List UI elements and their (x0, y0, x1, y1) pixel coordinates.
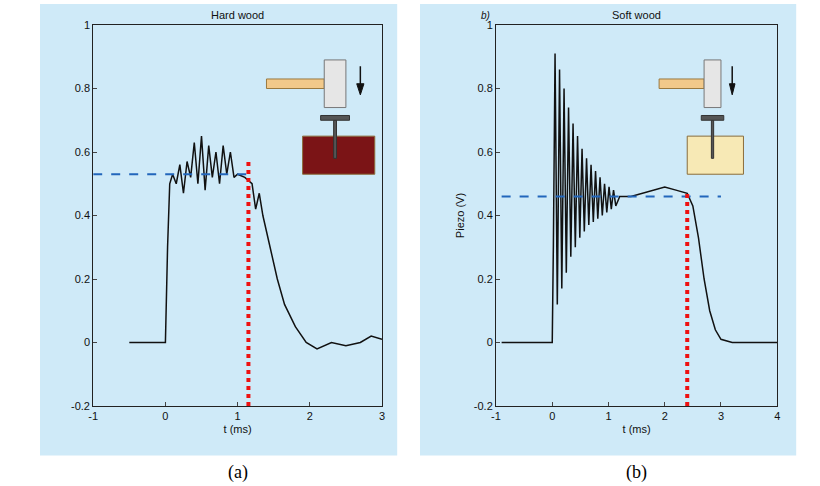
svg-text:2: 2 (662, 410, 668, 422)
svg-text:3: 3 (379, 410, 385, 422)
svg-text:-1: -1 (88, 410, 98, 422)
svg-text:Hard wood: Hard wood (211, 9, 264, 21)
svg-text:0: 0 (487, 336, 493, 348)
svg-text:-0.2: -0.2 (474, 400, 493, 412)
svg-text:t (ms): t (ms) (623, 423, 651, 435)
svg-text:t (ms): t (ms) (224, 423, 252, 435)
svg-text:2: 2 (307, 410, 313, 422)
svg-text:0: 0 (162, 410, 168, 422)
svg-text:0.2: 0.2 (75, 273, 90, 285)
svg-text:0.8: 0.8 (478, 82, 493, 94)
svg-text:Soft wood: Soft wood (612, 9, 661, 21)
svg-text:1: 1 (235, 410, 241, 422)
svg-text:1: 1 (605, 410, 611, 422)
svg-text:0.2: 0.2 (478, 273, 493, 285)
svg-text:0: 0 (84, 336, 90, 348)
svg-text:0.6: 0.6 (75, 146, 90, 158)
svg-text:0.8: 0.8 (75, 82, 90, 94)
svg-text:0.6: 0.6 (478, 146, 493, 158)
svg-text:-0.2: -0.2 (71, 400, 90, 412)
svg-text:0.4: 0.4 (75, 209, 90, 221)
svg-text:4: 4 (774, 410, 780, 422)
svg-text:1: 1 (84, 19, 90, 31)
svg-text:(b): (b) (626, 462, 647, 483)
svg-text:(a): (a) (228, 462, 248, 483)
svg-text:-1: -1 (491, 410, 501, 422)
svg-text:3: 3 (718, 410, 724, 422)
svg-text:b): b) (481, 10, 490, 21)
svg-text:0: 0 (549, 410, 555, 422)
svg-text:0.4: 0.4 (478, 209, 493, 221)
svg-text:1: 1 (487, 19, 493, 31)
svg-text:Piezo (V): Piezo (V) (454, 193, 466, 238)
